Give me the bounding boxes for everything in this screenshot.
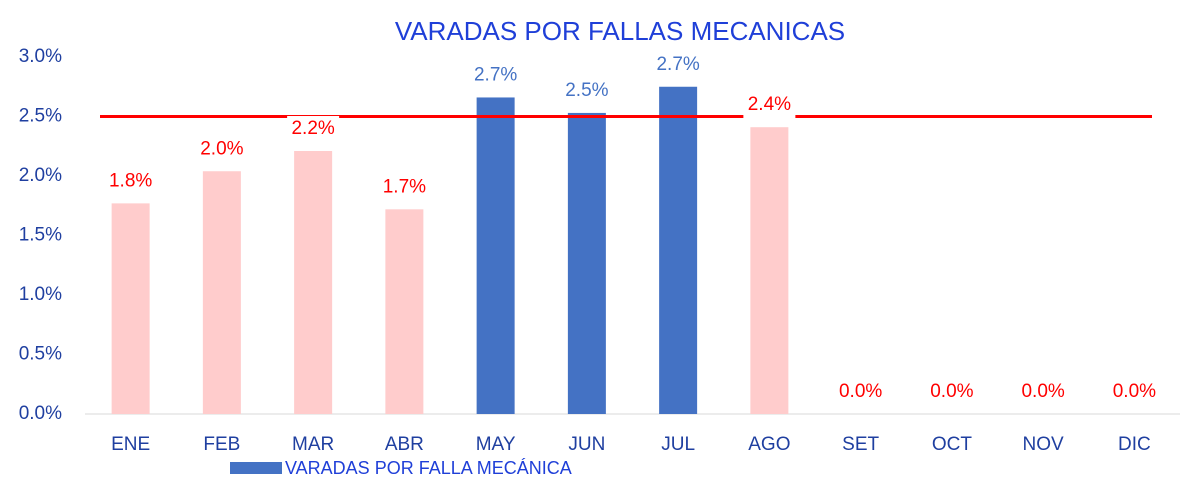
bar [659, 86, 698, 414]
bar [385, 209, 424, 414]
value-label: 2.4% [748, 94, 791, 115]
y-tick-label: 2.0% [19, 165, 62, 186]
value-label-bg [195, 136, 248, 163]
x-tick-label: NOV [1023, 434, 1065, 455]
value-label-bg [560, 77, 613, 104]
x-tick-label: JUN [568, 434, 605, 455]
chart-title: VARADAS POR FALLAS MECANICAS [395, 16, 845, 46]
y-tick-label: 0.5% [19, 344, 62, 365]
y-tick-label: 1.0% [19, 284, 62, 305]
x-tick-label: JUL [661, 434, 695, 455]
y-tick-label: 1.5% [19, 225, 62, 246]
legend-swatch [230, 462, 282, 474]
x-tick-label: AGO [748, 434, 790, 455]
x-tick-label: ENE [111, 434, 150, 455]
value-label: 0.0% [839, 381, 882, 402]
x-tick-label: MAY [476, 434, 516, 455]
value-label: 2.2% [291, 118, 334, 139]
bar [476, 97, 515, 415]
value-label-bg [1108, 379, 1161, 405]
value-label: 1.8% [109, 170, 152, 191]
x-tick-label: FEB [203, 434, 240, 455]
value-label: 2.0% [200, 138, 243, 159]
y-tick-label: 3.0% [19, 46, 62, 67]
value-label-bg [1017, 379, 1070, 405]
value-label-bg [925, 379, 978, 405]
bar [202, 171, 241, 414]
value-label: 2.7% [656, 54, 699, 75]
x-tick-label: SET [842, 434, 879, 455]
legend-label: VARADAS POR FALLA MECÁNICA [285, 458, 572, 478]
bar [111, 203, 150, 414]
value-label-bg [104, 168, 157, 195]
y-tick-label: 0.0% [19, 403, 62, 424]
value-label: 2.5% [565, 80, 608, 101]
value-label: 2.7% [474, 64, 517, 85]
value-label-bg [652, 51, 705, 78]
value-label-bg [743, 92, 796, 119]
value-label: 0.0% [1021, 381, 1064, 402]
y-tick-label: 2.5% [19, 106, 62, 127]
x-tick-label: MAR [292, 434, 334, 455]
value-label-bg [834, 379, 887, 405]
bar [567, 112, 606, 415]
value-label: 1.7% [383, 176, 426, 197]
x-tick-label: ABR [385, 434, 424, 455]
x-tick-label: OCT [932, 434, 973, 455]
bar [294, 151, 333, 414]
x-tick-label: DIC [1118, 434, 1151, 455]
value-label-bg [287, 116, 340, 143]
value-label-bg [378, 174, 431, 201]
bar [750, 127, 789, 415]
value-label: 0.0% [930, 381, 973, 402]
value-label-bg [469, 62, 522, 89]
value-label: 0.0% [1113, 381, 1156, 402]
